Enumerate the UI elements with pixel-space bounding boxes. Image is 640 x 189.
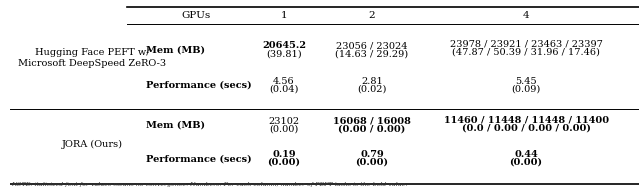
Text: 0.19: 0.19 <box>272 150 296 159</box>
Text: 23102: 23102 <box>268 117 300 126</box>
Text: 16068 / 16008: 16068 / 16008 <box>333 117 411 126</box>
Text: Performance (secs): Performance (secs) <box>145 81 251 90</box>
Text: (0.00): (0.00) <box>355 158 388 167</box>
Text: Performance (secs): Performance (secs) <box>145 154 251 163</box>
Text: 11460 / 11448 / 11448 / 11400: 11460 / 11448 / 11448 / 11400 <box>444 115 609 124</box>
Text: 2: 2 <box>369 11 375 20</box>
Text: JORA (Ours): JORA (Ours) <box>61 140 122 149</box>
Text: (0.00): (0.00) <box>509 158 543 167</box>
Text: (0.00): (0.00) <box>269 125 298 133</box>
Text: GPUs: GPUs <box>181 11 211 20</box>
Text: (0.04): (0.04) <box>269 85 299 94</box>
Text: 1: 1 <box>280 11 287 20</box>
Text: Hugging Face PEFT w/
Microsoft DeepSpeed ZeRO-3: Hugging Face PEFT w/ Microsoft DeepSpeed… <box>18 48 166 68</box>
Text: (0.0 / 0.00 / 0.00 / 0.00): (0.0 / 0.00 / 0.00 / 0.00) <box>461 123 591 132</box>
Text: (14.63 / 29.29): (14.63 / 29.29) <box>335 49 408 58</box>
Text: 0.44: 0.44 <box>514 150 538 159</box>
Text: 0.79: 0.79 <box>360 150 384 159</box>
Text: 4: 4 <box>523 11 529 20</box>
Text: (47.87 / 50.39 / 31.96 / 17.46): (47.87 / 50.39 / 31.96 / 17.46) <box>452 47 600 56</box>
Text: (0.02): (0.02) <box>357 85 387 94</box>
Text: (0.09): (0.09) <box>511 85 541 94</box>
Text: Mem (MB): Mem (MB) <box>145 46 205 55</box>
Text: 2.81: 2.81 <box>361 77 383 86</box>
Text: 23056 / 23024: 23056 / 23024 <box>336 41 408 50</box>
Text: NOTE: italicized font for values means no convergence. Numbers: For each column,: NOTE: italicized font for values means n… <box>12 182 408 187</box>
Text: (0.00 / 0.00): (0.00 / 0.00) <box>339 125 406 133</box>
Text: (39.81): (39.81) <box>266 49 301 58</box>
Text: 5.45: 5.45 <box>515 77 537 86</box>
Text: Mem (MB): Mem (MB) <box>145 121 205 130</box>
Text: 23978 / 23921 / 23463 / 23397: 23978 / 23921 / 23463 / 23397 <box>450 39 602 48</box>
Text: 4.56: 4.56 <box>273 77 294 86</box>
Text: 20645.2: 20645.2 <box>262 41 306 50</box>
Text: (0.00): (0.00) <box>268 158 300 167</box>
